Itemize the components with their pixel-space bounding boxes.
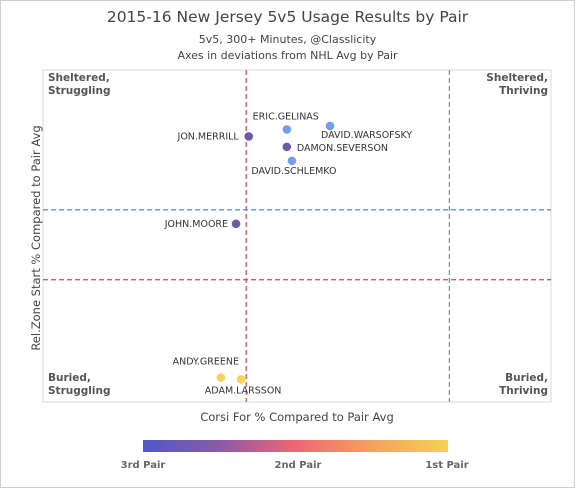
data-point (231, 219, 241, 229)
plot-area (42, 69, 552, 403)
chart-subtitle-1: 5v5, 300+ Minutes, @Classlicity (198, 33, 377, 46)
reference-lines (43, 70, 551, 402)
quadrant-label-line: Thriving (499, 85, 548, 97)
x-axis-label: Corsi For % Compared to Pair Avg (200, 410, 394, 424)
data-point (282, 142, 292, 152)
data-point (236, 374, 246, 384)
quadrant-label-line: Sheltered, (48, 72, 110, 84)
chart-subtitle-2: Axes in deviations from NHL Avg by Pair (177, 49, 398, 62)
quadrant-label-line: Struggling (48, 85, 111, 97)
data-point (282, 125, 292, 134)
quadrant-label-line: Struggling (48, 385, 111, 397)
data-point-label: ANDY.GREENE (173, 357, 239, 368)
data-point (287, 156, 297, 166)
data-point-label: DAVID.WARSOFSKY (321, 130, 412, 141)
quadrant-buried-thriving: Buried, Thriving (499, 372, 548, 398)
color-scale-mid-label: 2nd Pair (274, 460, 322, 471)
quadrant-sheltered-struggling: Sheltered, Struggling (48, 72, 110, 98)
y-axis-label: Rel.Zone Start % Compared to Pair Avg (29, 125, 43, 351)
color-scale-low-label: 3rd Pair (120, 460, 166, 471)
data-point (244, 132, 254, 141)
chart-title: 2015-16 New Jersey 5v5 Usage Results by … (106, 8, 469, 26)
quadrant-label-line: Sheltered, (486, 72, 548, 84)
data-point-label: DAVID.SCHLEMKO (251, 166, 336, 177)
data-point-label: JOHN.MOORE (164, 219, 228, 230)
data-point-label: ADAM.LARSSON (205, 385, 282, 396)
data-point-label: DAMON.SEVERSON (297, 143, 388, 154)
data-point (325, 121, 335, 131)
quadrant-label-line: Buried, (505, 372, 548, 384)
quadrant-buried-struggling: Buried, Struggling (48, 372, 110, 398)
data-point (216, 373, 226, 382)
data-point-label: ERIC.GELINAS (253, 111, 319, 122)
color-scale-bar (143, 440, 448, 452)
data-point-label: JON.MERRILL (177, 131, 240, 142)
quadrant-sheltered-thriving: Sheltered, Thriving (486, 72, 548, 98)
color-scale-high-label: 1st Pair (425, 460, 469, 471)
quadrant-label-line: Buried, (48, 372, 91, 384)
quadrant-label-line: Thriving (499, 385, 548, 397)
